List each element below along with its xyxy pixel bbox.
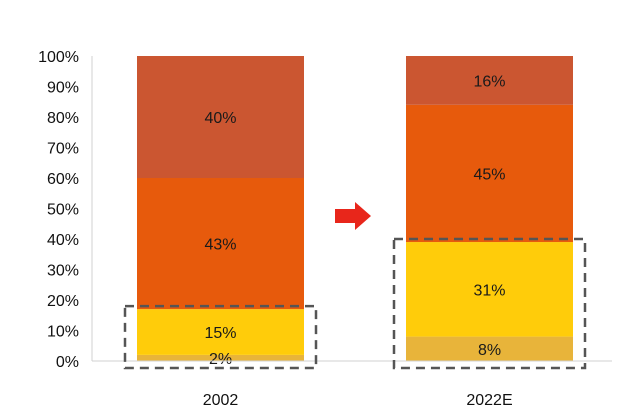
bar-segment [406,242,573,337]
bar-segment [406,336,573,361]
y-tick-label: 80% [47,110,79,127]
bars [137,56,573,361]
x-axis: 2002 2022E [92,360,612,409]
y-tick-label: 10% [47,324,79,341]
highlight-dashed-box [392,237,587,370]
y-tick-label: 0% [56,354,79,371]
y-tick-label: 60% [47,171,79,188]
x-category-label: 2002 [203,392,239,409]
x-category-label: 2022E [466,392,512,409]
y-tick-label: 50% [47,202,79,219]
bar-segment [137,354,304,361]
y-tick-label: 20% [47,293,79,310]
bar-segment-label: 40% [204,110,236,127]
bar-segment [137,309,304,355]
bar-segment-label: 31% [473,282,505,299]
bar-segment-label: 8% [478,342,501,359]
bar-segment [137,178,304,310]
y-tick-label: 70% [47,141,79,158]
bar-segment-label: 15% [204,325,236,342]
right-arrow-icon [335,202,371,230]
y-tick-label: 100% [38,49,79,66]
bar-segment-label: 45% [473,166,505,183]
y-tick-label: 30% [47,263,79,280]
bar-segment-label: 2% [209,351,232,368]
bar-segment [406,104,573,243]
bar-segment [137,56,304,178]
y-axis: 0% 10% 20% 30% 40% 50% 60% 70% 80% 90% 100% [38,49,93,371]
bar-segment-label: 16% [473,73,505,90]
annotations [123,202,587,370]
y-tick-label: 90% [47,80,79,97]
segment-labels: 2% 15% 43% 40% 8% 31% 45% 16% [204,73,505,368]
bar-segment [406,56,573,105]
y-tick-label: 40% [47,232,79,249]
highlight-dashed-box [123,304,318,370]
bar-segment-label: 43% [204,237,236,254]
